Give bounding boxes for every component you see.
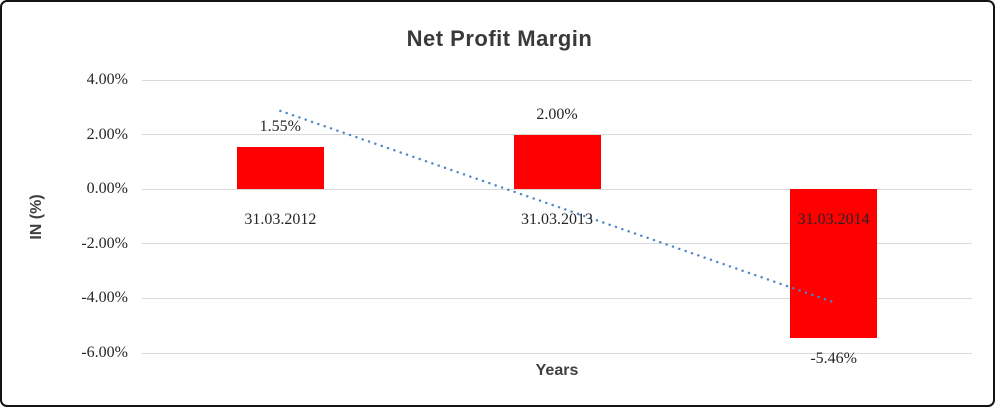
y-axis-tick-label: -6.00% — [81, 344, 128, 361]
bar-31.03.2013 — [513, 134, 601, 190]
data-label: 1.55% — [259, 117, 301, 135]
data-label: 2.00% — [536, 105, 578, 123]
y-axis-title: IN (%) — [28, 194, 45, 240]
category-label: 31.03.2012 — [244, 211, 317, 229]
data-label: -5.46% — [810, 350, 857, 368]
category-label: 31.03.2014 — [797, 211, 870, 229]
y-axis-tick-label: 4.00% — [86, 71, 128, 88]
y-axis-tick-label: 0.00% — [86, 180, 128, 198]
x-axis-title: Years — [535, 362, 579, 379]
y-axis-tick-label: -4.00% — [81, 289, 128, 307]
gridline — [142, 79, 972, 81]
category-label: 31.03.2013 — [521, 211, 593, 229]
gridline — [142, 352, 972, 354]
chart-title: Net Profit Margin — [406, 26, 593, 51]
bar-31.03.2012 — [236, 146, 324, 190]
y-axis-tick-label: -2.00% — [81, 234, 128, 252]
y-axis-tick-label: 2.00% — [86, 125, 128, 143]
